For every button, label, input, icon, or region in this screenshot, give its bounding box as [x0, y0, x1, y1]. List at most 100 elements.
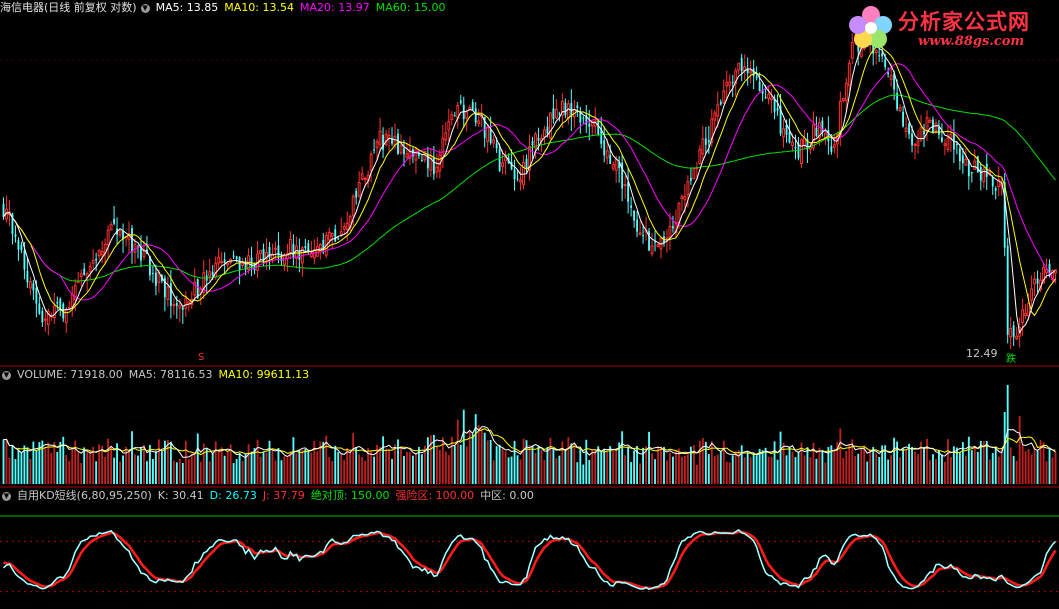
candle-body — [997, 179, 1001, 188]
candle-body — [387, 134, 391, 139]
volume-bar — [660, 446, 662, 484]
volume-bar — [205, 448, 208, 484]
candle-body — [391, 138, 393, 144]
volume-bar — [235, 458, 238, 484]
volume-bar — [307, 449, 310, 484]
volume-bar — [229, 444, 232, 484]
volume-bar — [537, 446, 540, 484]
volume-bar — [932, 454, 934, 484]
candle-body — [794, 146, 797, 149]
candle-body — [59, 298, 62, 309]
volume-bar — [301, 449, 304, 484]
volume-bar — [648, 431, 650, 484]
candle-body — [844, 82, 848, 101]
candle-body — [902, 111, 905, 127]
candle-body — [412, 149, 414, 157]
candle-body — [967, 160, 970, 177]
candle-body — [492, 139, 496, 144]
candle-body — [683, 196, 687, 201]
volume-bar — [839, 428, 842, 484]
volume-bar — [943, 461, 946, 484]
volume-bar — [857, 453, 860, 484]
volume-bar — [453, 445, 456, 484]
volume-bar — [417, 447, 420, 484]
volume-bar — [265, 452, 268, 484]
candle-body — [20, 244, 23, 251]
volume-bar — [755, 455, 758, 484]
volume-bar — [716, 454, 719, 484]
volume-bar — [543, 459, 546, 484]
volume-bar — [283, 456, 286, 484]
volume-bar — [561, 441, 564, 484]
candle-body — [770, 97, 774, 101]
candle-body — [698, 148, 702, 164]
candle-body — [636, 219, 639, 232]
volume-bar — [985, 440, 988, 484]
volume-bar — [576, 462, 579, 484]
volume-bar — [11, 445, 14, 484]
volume-bar — [588, 460, 591, 484]
volume-bar — [157, 439, 160, 484]
collapse-toggle-icon[interactable]: ▼ — [140, 3, 150, 13]
volume-bar — [325, 435, 328, 484]
volume-bar — [196, 433, 199, 484]
candle-body — [432, 157, 435, 175]
logo-title: 分析家公式网 — [898, 10, 1030, 34]
candle-body — [656, 244, 660, 248]
candle-body — [223, 259, 226, 264]
candle-body — [558, 113, 561, 115]
candle-body — [474, 108, 477, 123]
candle-body — [1027, 302, 1031, 317]
volume-bar — [973, 447, 976, 484]
candle-body — [393, 135, 397, 146]
candle-body — [85, 273, 89, 278]
volume-bar — [815, 458, 818, 484]
volume-bar — [447, 455, 450, 484]
candle-body — [776, 108, 779, 111]
candle-body — [435, 166, 439, 173]
candle-body — [504, 157, 508, 162]
candle-body — [369, 153, 373, 172]
candle-body — [1021, 309, 1025, 323]
volume-bar — [618, 442, 621, 484]
volume-bar — [152, 459, 154, 484]
volume-bar — [256, 439, 259, 484]
candle-body — [312, 250, 316, 259]
volume-bar — [17, 449, 20, 484]
volume-bar — [83, 447, 86, 484]
candle-body — [734, 70, 738, 85]
candle-body — [360, 173, 364, 180]
price-panel-header: 海信电器(日线 前复权 对数) ▼ MA5: 13.85 MA10: 13.54… — [0, 0, 451, 16]
volume-bar — [935, 459, 937, 484]
volume-bar — [1012, 455, 1015, 484]
volume-bar — [797, 451, 800, 484]
candle-body — [62, 303, 65, 319]
volume-bar — [358, 454, 361, 484]
volume-bar — [770, 456, 773, 484]
volume-bar — [247, 444, 250, 484]
volume-bar — [304, 449, 307, 484]
volume-bar — [609, 446, 612, 484]
candle-body — [576, 105, 579, 108]
candle-body — [277, 245, 280, 256]
volume-bar — [450, 436, 453, 484]
candle-body — [609, 154, 612, 164]
volume-bar — [534, 452, 537, 484]
volume-bar — [842, 457, 845, 484]
candle-body — [642, 235, 644, 237]
candle-body — [417, 153, 420, 156]
candle-body — [166, 286, 170, 300]
candle-body — [908, 123, 910, 135]
candle-body — [841, 97, 845, 102]
volume-bar — [26, 447, 29, 484]
volume-bar — [223, 455, 226, 484]
collapse-toggle-icon[interactable]: ▼ — [2, 491, 11, 501]
candle-body — [767, 94, 771, 99]
volume-bar — [459, 444, 462, 484]
volume-bar — [226, 450, 229, 484]
volume-bar — [426, 437, 429, 484]
volume-bar — [376, 444, 379, 484]
collapse-toggle-icon[interactable]: ▼ — [2, 370, 11, 380]
volume-bar — [994, 446, 997, 484]
